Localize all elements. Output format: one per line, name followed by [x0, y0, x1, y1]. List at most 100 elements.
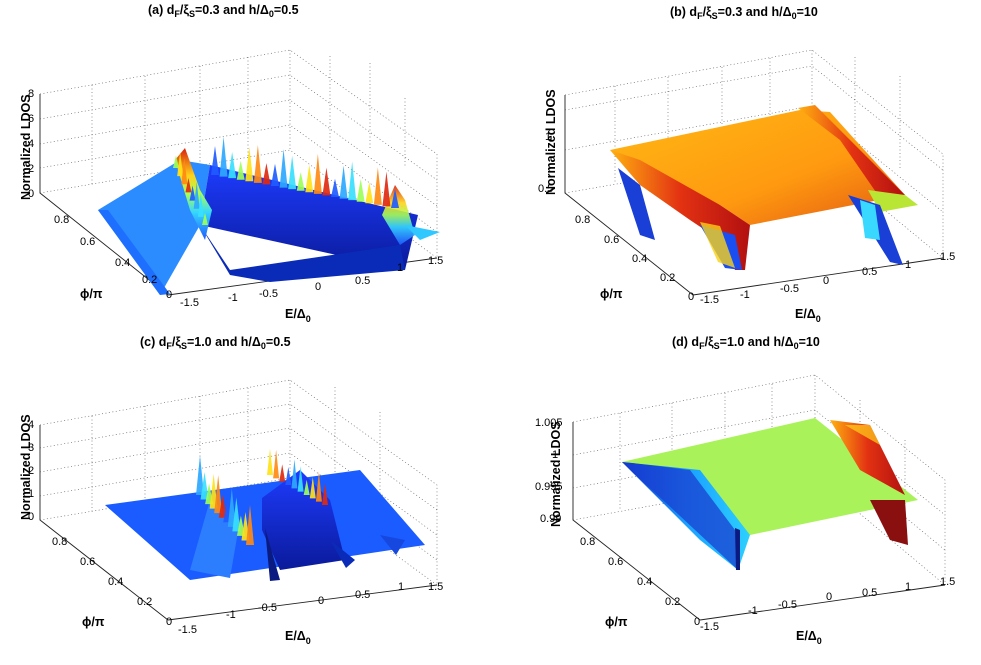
ldos-peak: [228, 151, 237, 179]
ldos-peak: [262, 163, 271, 185]
ytick: 0.8: [52, 536, 67, 548]
panel-d-xlabel: E/Δ0: [796, 629, 822, 646]
ztick: 1: [552, 449, 558, 461]
ldos-peak: [197, 193, 204, 217]
ldos-peak: [279, 149, 288, 188]
xtick: 1.5: [940, 251, 955, 263]
ldos-peak: [211, 146, 219, 175]
xtick: -1: [228, 292, 238, 304]
ldos-peak: [202, 212, 208, 225]
panel-c-xlabel: E/Δ0: [285, 629, 311, 646]
ytick: 0.2: [142, 274, 157, 286]
ytick: 0.2: [137, 596, 152, 608]
ztick: 0.99: [540, 513, 561, 525]
ytick: 0.2: [660, 272, 675, 284]
ldos-peak: [309, 476, 316, 499]
ldos-peak: [181, 157, 188, 185]
panel-c: (c) dF/ξS=1.0 and h/Δ0=0.5: [19, 335, 443, 646]
panel-b-title: (b) dF/ξS=0.3 and h/Δ0=10: [670, 5, 818, 21]
xtick: 1.5: [940, 576, 955, 588]
panel-b-zticks: 0.5 1: [538, 131, 553, 195]
panel-c-surface: [105, 470, 425, 581]
xtick: -1: [226, 609, 236, 621]
xtick: 0: [826, 591, 832, 603]
xtick: -0.5: [780, 283, 799, 295]
panel-b-ylabel: ϕ/π: [600, 287, 623, 301]
ytick: 0: [694, 616, 700, 628]
panel-d-yticks: 0 0.2 0.4 0.6 0.8: [580, 536, 700, 628]
xtick: 0.5: [862, 587, 877, 599]
ldos-peak: [185, 178, 192, 193]
xtick: 1.5: [428, 581, 443, 593]
ztick: 0: [28, 511, 34, 523]
ldos-peak: [177, 152, 184, 177]
panel-d-xticks: -1.5 -1 -0.5 0 0.5 1 1.5: [700, 576, 955, 633]
ldos-peak: [200, 472, 209, 500]
ldos-peak: [373, 167, 382, 205]
ytick: 0.6: [604, 234, 619, 246]
xtick: -0.5: [258, 602, 277, 614]
xtick: -1.5: [700, 621, 719, 633]
xtick: 0: [823, 275, 829, 287]
ytick: 0.4: [632, 253, 647, 265]
ldos-peak: [322, 167, 331, 196]
xtick: 0.5: [355, 589, 370, 601]
panel-b-xticks: -1.5 -1 -0.5 0 0.5 1 1.5: [700, 251, 955, 306]
ldos-peak: [246, 505, 254, 545]
ztick: 2: [28, 163, 34, 175]
ldos-peak: [291, 459, 298, 489]
xtick: -1.5: [700, 294, 719, 306]
ztick: 1.005: [535, 417, 563, 429]
xtick: -1.5: [178, 624, 197, 636]
panel-c-ylabel: ϕ/π: [82, 615, 105, 629]
xtick: -0.5: [259, 288, 278, 300]
panel-c-peaks: [196, 448, 328, 545]
ldos-peak: [348, 161, 357, 201]
ldos-peak: [253, 145, 262, 183]
ldos-peak: [322, 483, 328, 505]
ytick: 0: [166, 616, 172, 628]
ldos-peak: [285, 467, 292, 485]
ldos-peak: [271, 163, 279, 186]
ldos-peak: [315, 471, 322, 502]
ldos-peak: [279, 464, 286, 482]
ldos-peak: [356, 179, 365, 202]
panel-d: (d) dF/ξS=1.0 and h/Δ0=10 Norma: [535, 335, 955, 646]
ldos-peak: [313, 153, 322, 194]
xtick: 1: [905, 581, 911, 593]
ztick: 0: [28, 188, 34, 200]
ytick: 0.4: [108, 576, 123, 588]
xtick: 0: [315, 281, 321, 293]
panel-d-zlabel: Normalized LDOS: [549, 421, 563, 527]
ldos-peak: [232, 497, 241, 532]
ldos-peak: [173, 155, 179, 168]
ldos-peak: [331, 178, 339, 197]
ytick: 0.8: [575, 214, 590, 226]
ldos-peak: [288, 155, 297, 190]
ytick: 0.6: [80, 236, 95, 248]
ytick: 0: [688, 291, 694, 303]
ldos-peak: [218, 494, 227, 518]
panel-b-zlabel: Normalized LDOS: [544, 89, 558, 195]
ztick: 1: [28, 488, 34, 500]
ldos-peak: [297, 466, 304, 492]
panel-d-title: (d) dF/ξS=1.0 and h/Δ0=10: [672, 335, 820, 351]
ldos-peak: [236, 160, 245, 180]
ldos-peak: [296, 172, 305, 191]
ytick: 0.6: [608, 556, 623, 568]
ytick: 0.8: [580, 536, 595, 548]
ldos-peak: [303, 479, 310, 495]
ldos-peak: [189, 185, 196, 201]
xtick: 1: [397, 262, 403, 274]
panel-c-xticks: -1.5 -1 -0.5 0 0.5 1 1.5: [178, 581, 443, 636]
ldos-peak: [219, 136, 228, 177]
panel-c-zticks: 0 1 2 3 4: [28, 419, 34, 523]
ldos-peak: [193, 181, 200, 209]
ldos-peak: [391, 189, 399, 208]
panel-d-ylabel: ϕ/π: [605, 615, 628, 629]
ztick: 0.995: [535, 481, 563, 493]
panel-a-surface: [98, 148, 440, 295]
xtick: 0.5: [862, 266, 877, 278]
ldos-peak: [214, 475, 223, 514]
panel-c-yticks: 0 0.2 0.4 0.6 0.8: [52, 536, 172, 628]
